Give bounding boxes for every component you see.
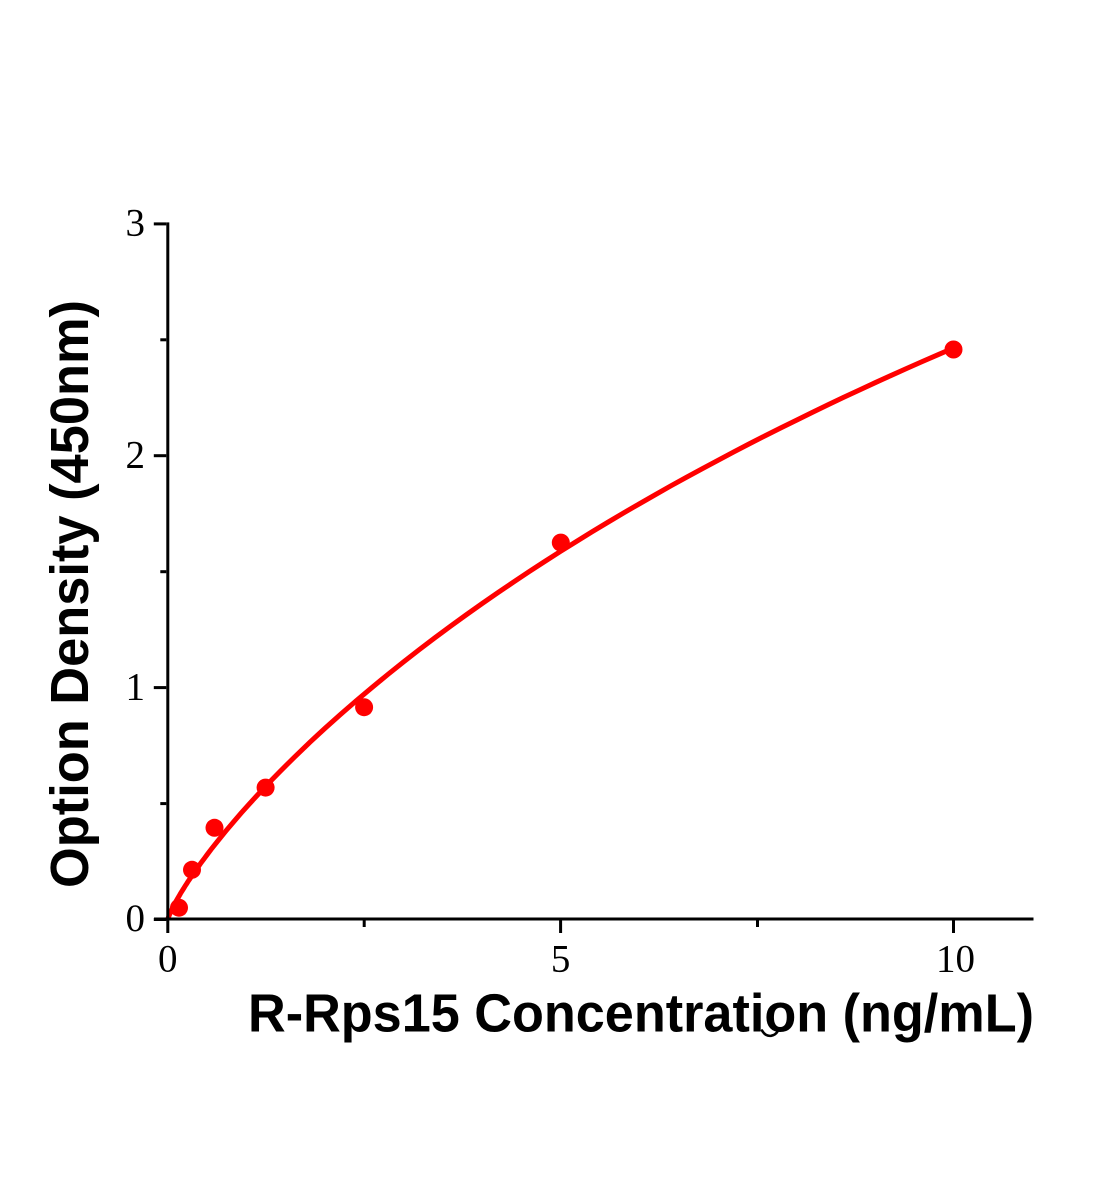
svg-text:10: 10: [936, 938, 975, 981]
svg-text:3: 3: [126, 202, 146, 245]
svg-text:0: 0: [126, 897, 146, 940]
svg-text:5: 5: [551, 938, 571, 981]
svg-text:0: 0: [158, 938, 178, 981]
svg-text:Option Density (450nm): Option Density (450nm): [40, 300, 100, 888]
svg-text:2: 2: [126, 433, 146, 476]
svg-text:R-Rps15 Concentration (ng/mL): R-Rps15 Concentration (ng/mL): [248, 984, 1034, 1044]
svg-text:1: 1: [126, 665, 146, 708]
